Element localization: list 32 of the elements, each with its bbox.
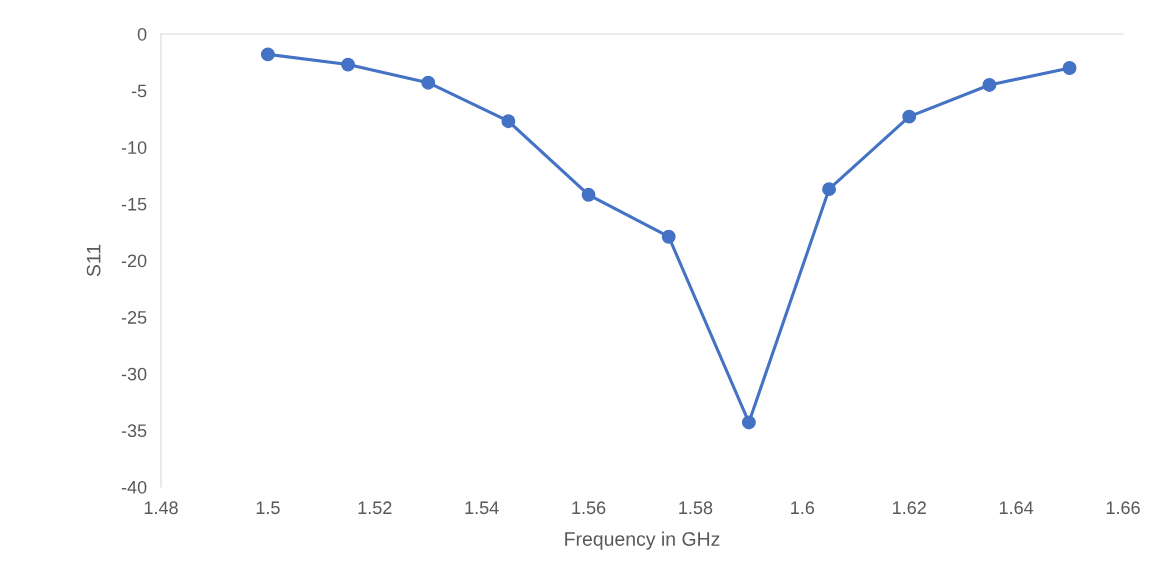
- y-tick-label: -20: [121, 254, 147, 268]
- y-tick-label: 0: [137, 27, 147, 41]
- y-tick-label: -25: [121, 311, 147, 324]
- x-tick-label: 1.66: [1106, 501, 1140, 515]
- y-tick-label: -40: [121, 480, 147, 494]
- point: [421, 75, 436, 90]
- x-tick-label: 1.64: [999, 501, 1034, 515]
- y-tick-label: -15: [121, 198, 147, 211]
- x-tick-label: 1.48: [144, 501, 178, 515]
- point: [902, 109, 917, 124]
- point: [661, 229, 676, 244]
- point: [501, 114, 516, 129]
- point: [741, 415, 756, 430]
- x-tick-label: 1.6: [791, 501, 815, 515]
- point: [1062, 61, 1077, 75]
- x-tick-label: 1.54: [465, 501, 499, 515]
- point: [341, 57, 356, 72]
- y-tick-label: -10: [121, 141, 147, 154]
- x-axis-title: Frequency in GHz: [565, 531, 720, 550]
- y-tick-label: -5: [131, 84, 147, 98]
- point: [982, 78, 997, 92]
- x-tick-label: 1.52: [358, 501, 392, 515]
- point: [260, 47, 275, 62]
- y-tick-label: -30: [121, 367, 147, 381]
- y-axis-title: S11: [86, 244, 101, 277]
- point: [581, 187, 596, 202]
- y-tick-label: -35: [121, 424, 147, 438]
- point: [822, 182, 837, 197]
- x-tick-label: 1.5: [256, 501, 280, 515]
- x-tick-label: 1.62: [893, 501, 926, 515]
- x-tick-label: 1.56: [572, 501, 606, 515]
- x-tick-label: 1.58: [679, 501, 713, 515]
